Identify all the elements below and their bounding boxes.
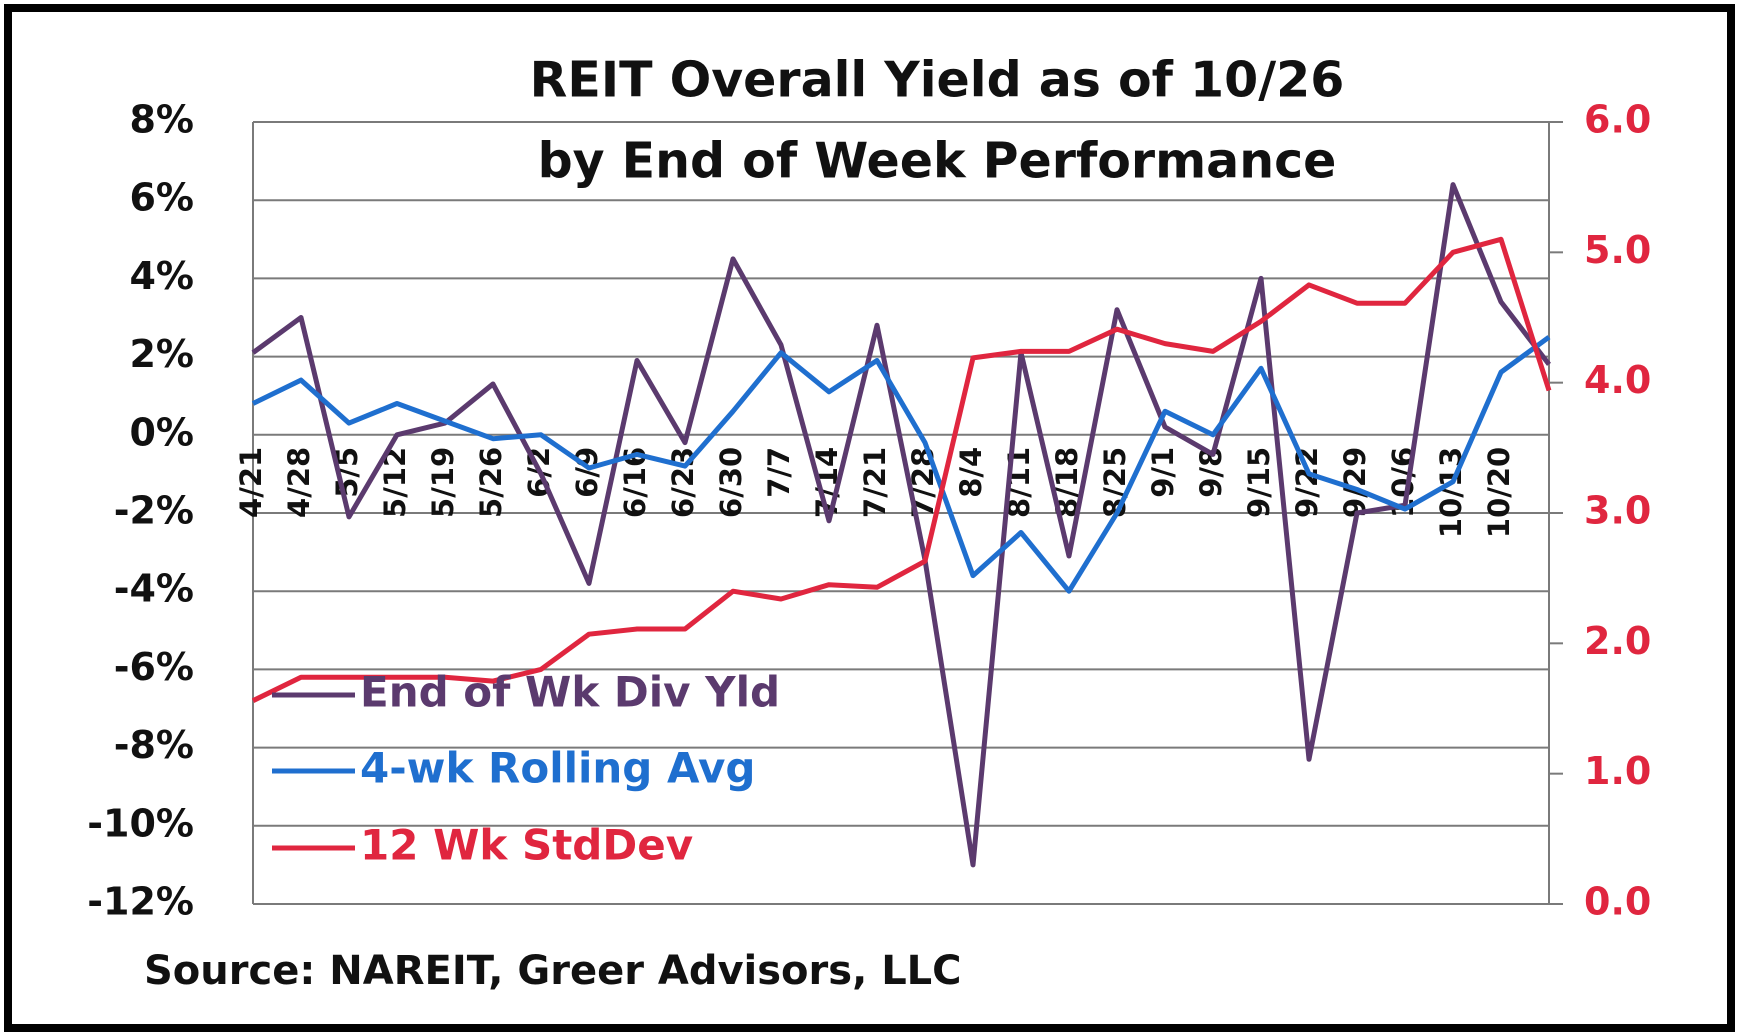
chart-title: REIT Overall Yield as of 10/26 bbox=[530, 52, 1345, 109]
y-tick-label: -4% bbox=[114, 567, 194, 611]
y-tick-label: -10% bbox=[87, 801, 194, 845]
y2-tick-label: 0.0 bbox=[1584, 880, 1651, 924]
y-tick-label: 2% bbox=[129, 332, 194, 376]
y2-tick-label: 3.0 bbox=[1584, 489, 1651, 533]
y2-tick-label: 5.0 bbox=[1584, 228, 1651, 272]
x-tick-label: 9/22 bbox=[1290, 447, 1324, 518]
y-tick-label: 8% bbox=[129, 98, 194, 142]
y2-tick-label: 1.0 bbox=[1584, 749, 1651, 793]
x-tick-label: 4/21 bbox=[234, 447, 268, 518]
series-line bbox=[251, 182, 1551, 868]
x-tick-label: 4/28 bbox=[282, 447, 316, 518]
x-tick-label: 7/21 bbox=[858, 447, 892, 518]
x-tick-label: 8/4 bbox=[954, 447, 988, 498]
source-note: Source: NAREIT, Greer Advisors, LLC bbox=[144, 948, 962, 994]
chart-title: by End of Week Performance bbox=[538, 133, 1337, 190]
y2-tick-label: 6.0 bbox=[1584, 98, 1651, 142]
legend-label: End of Wk Div Yld bbox=[360, 668, 780, 717]
x-tick-label: 9/29 bbox=[1338, 447, 1372, 518]
series-line bbox=[251, 236, 1552, 703]
y-tick-label: 4% bbox=[129, 254, 194, 298]
x-tick-label: 8/25 bbox=[1098, 447, 1132, 518]
x-tick-label: 6/30 bbox=[714, 447, 748, 518]
frame bbox=[4, 4, 1735, 1032]
x-tick-label: 6/9 bbox=[570, 447, 604, 498]
y2-tick-label: 2.0 bbox=[1584, 619, 1651, 663]
x-tick-label: 9/15 bbox=[1242, 447, 1276, 518]
legend-label: 4-wk Rolling Avg bbox=[360, 744, 755, 793]
y-tick-label: -8% bbox=[114, 723, 194, 767]
legend-label: 12 Wk StdDev bbox=[360, 821, 693, 870]
y-tick-label: -12% bbox=[87, 880, 194, 924]
x-tick-label: 5/19 bbox=[426, 447, 460, 518]
x-tick-label: 9/1 bbox=[1146, 447, 1180, 498]
y-tick-label: 0% bbox=[129, 410, 194, 454]
x-tick-label: 10/20 bbox=[1482, 447, 1516, 538]
y2-tick-label: 4.0 bbox=[1584, 358, 1651, 402]
series-line bbox=[251, 335, 1551, 594]
x-tick-label: 7/7 bbox=[762, 447, 796, 498]
y-tick-label: 6% bbox=[129, 176, 194, 220]
y-tick-label: -6% bbox=[114, 645, 194, 689]
x-tick-label: 5/26 bbox=[474, 447, 508, 518]
y-tick-label: -2% bbox=[114, 489, 194, 533]
